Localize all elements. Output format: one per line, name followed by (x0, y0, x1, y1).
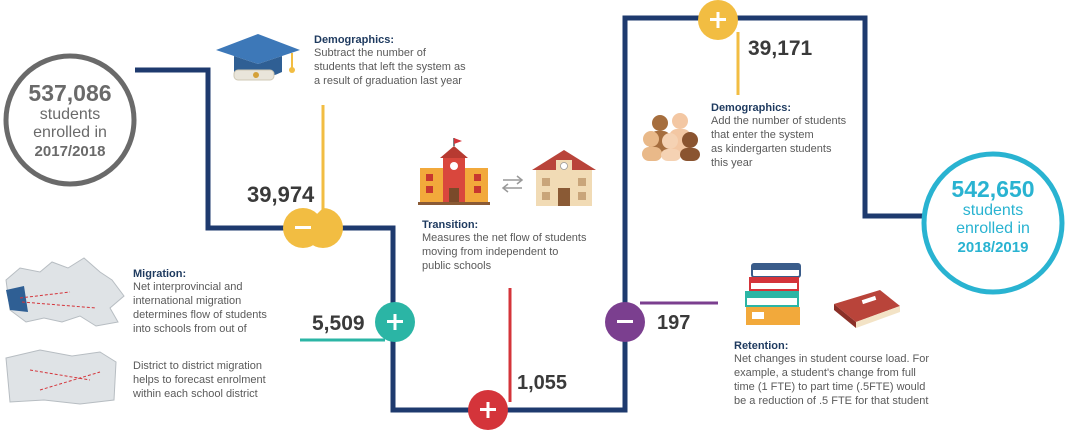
school-building-icon (418, 138, 490, 205)
start-line2: enrolled in (33, 124, 107, 141)
graduation-body-2: students that left the system as (314, 61, 466, 73)
end-line1: students (962, 202, 1024, 219)
kindergarten-body-4: this year (711, 157, 753, 169)
retention-body-1: Net changes in student course load. For (734, 353, 930, 365)
retention-text: Retention: Net changes in student course… (734, 340, 974, 408)
migration-district-text: District to district migration helps to … (133, 359, 283, 401)
migration-value: 5,509 (312, 312, 365, 335)
book-icon (834, 290, 900, 328)
transition-text: Transition: Measures the net flow of stu… (422, 219, 612, 273)
transition-title: Transition: (422, 219, 479, 231)
end-year: 2018/2019 (957, 239, 1029, 256)
graduation-title: Demographics: (314, 34, 395, 46)
graduation-cap-icon (216, 34, 300, 81)
graduation-value: 39,974 (247, 182, 315, 207)
migration-body-2: international migration (133, 295, 242, 307)
migration-body-3: determines flow of students (133, 309, 267, 321)
retention-body-3: time (1 FTE) to part time (.5FTE) would (734, 381, 926, 393)
start-circle (3, 53, 137, 187)
transition-body-1: Measures the net flow of students (422, 232, 587, 244)
end-line2: enrolled in (956, 220, 1030, 237)
start-value: 537,086 (28, 80, 112, 106)
province-map-icon (5, 349, 117, 405)
migration-text: Migration: Net interprovincial and inter… (133, 268, 283, 336)
people-group-icon (642, 113, 700, 161)
kindergarten-title: Demographics: (711, 102, 792, 114)
retention-body-2: example, a student's change from full (734, 367, 916, 379)
transition-badge (468, 390, 508, 430)
retention-body-4: be a reduction of .5 FTE for that studen… (734, 395, 929, 407)
start-circle-text: 537,086 students enrolled in 2017/2018 (20, 80, 120, 162)
migration-badge (375, 302, 415, 342)
start-line1: students (39, 106, 101, 123)
retention-title: Retention: (734, 340, 789, 352)
migration-title: Migration: (133, 268, 187, 280)
house-icon (532, 150, 596, 206)
migration-district-2: helps to forecast enrolment (133, 374, 266, 386)
kindergarten-text: Demographics: Add the number of students… (711, 102, 871, 170)
transition-body-2: moving from independent to (422, 246, 559, 258)
flow-path (135, 15, 925, 413)
kindergarten-value: 39,171 (748, 37, 813, 60)
kindergarten-body-1: Add the number of students (711, 115, 847, 127)
transition-body-3: public schools (422, 260, 492, 272)
graduation-text: Demographics: Subtract the number of stu… (314, 34, 484, 88)
retention-badge (605, 302, 645, 342)
migration-body-4: into schools from out of (133, 323, 247, 335)
end-value: 542,650 (951, 176, 1035, 202)
retention-value: 197 (657, 312, 691, 334)
migration-district-3: within each school district (133, 388, 258, 400)
book-stack-icon (745, 263, 801, 325)
graduation-badge (283, 208, 343, 248)
graduation-body-1: Subtract the number of (314, 47, 426, 59)
end-circle (921, 151, 1065, 295)
migration-body-1: Net interprovincial and (133, 281, 243, 293)
kindergarten-body-3: as kindergarten students (711, 143, 832, 155)
swap-arrows-icon (501, 175, 524, 193)
transition-value: 1,055 (517, 372, 568, 394)
graduation-body-3: a result of graduation last year (314, 75, 462, 87)
kindergarten-badge (698, 0, 738, 40)
end-circle-text: 542,650 students enrolled in 2018/2019 (938, 176, 1048, 258)
start-year: 2017/2018 (34, 143, 106, 160)
canada-map-icon (5, 257, 125, 327)
migration-district-1: District to district migration (133, 360, 262, 372)
kindergarten-body-2: that enter the system (711, 129, 814, 141)
